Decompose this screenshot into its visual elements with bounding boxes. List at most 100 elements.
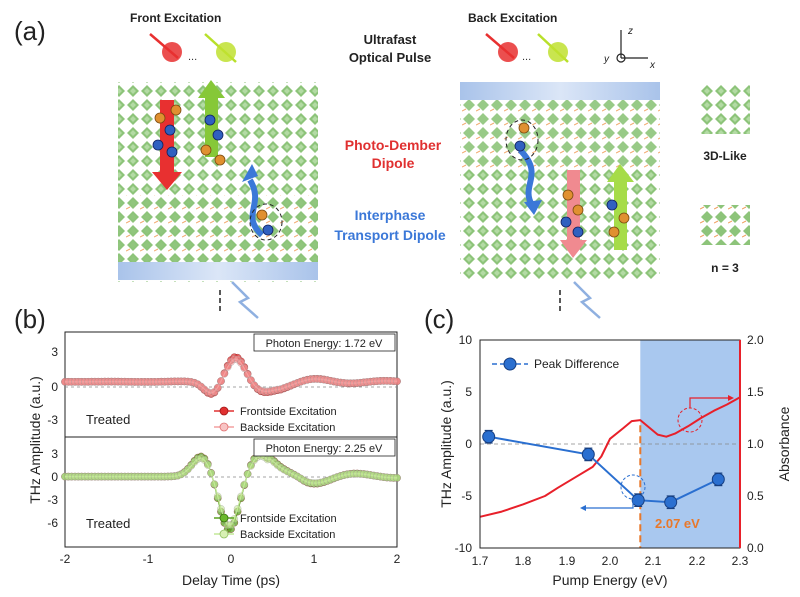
data-point [217,377,225,386]
data-point [393,377,401,386]
back-transport-arrow [517,147,535,207]
chart-c-pointer-arrow [586,499,634,509]
tick-label: 3 [51,447,58,461]
legend-label: Frontside Excitation [240,406,337,418]
tick-label: -2 [60,552,71,566]
front-n3-layer [118,195,318,265]
legend-label: Frontside Excitation [240,513,337,525]
green-pulse-icon [548,42,568,62]
front-transport-arrow [247,178,265,238]
data-point [393,473,401,482]
optical-pulse-label: Optical Pulse [349,50,431,65]
legend-n3-label: n = 3 [711,261,739,275]
chart-b-top-legend: Frontside Excitation Backside Excitation [214,406,337,434]
ultrafast-label: Ultrafast [364,32,417,47]
tick-label: 0.0 [747,541,764,555]
tick-label: 1.5 [747,385,764,399]
chart-c-pointer-arrowhead [728,395,734,401]
tick-label: 0 [51,470,58,484]
data-point [213,492,222,501]
panel-c-label: (c) [424,304,454,334]
back-carrier-ellipse [505,119,539,161]
tick-label: 2.0 [747,333,764,347]
front-thz-emission-icon [231,281,259,319]
tick-label: 1.7 [472,554,489,568]
chart-c-y2label: Absorbance [776,406,792,481]
tick-label: 0.5 [747,489,764,503]
back-film [460,82,660,319]
tick-label: 10 [459,333,473,347]
legend-marker [219,529,229,539]
data-point [631,493,645,507]
chart-b-bottom-title: Photon Energy: 2.25 eV [266,443,383,455]
front-carrier-ellipse [249,203,283,241]
data-point [217,505,225,513]
chart-c-ylabel: THz Amplitude (a.u.) [438,380,454,508]
data-point [233,504,242,513]
dipole-label: Dipole [372,155,415,171]
chart-b-bottom-legend: Frontside Excitation Backside Excitation [214,513,337,541]
back-pulses: ... [485,33,569,63]
front-excitation-title: Front Excitation [130,11,221,25]
tick-label: 0 [465,437,472,451]
tick-label: 2.0 [602,554,619,568]
tick-label: 3 [51,345,58,359]
data-point [230,515,239,523]
panel-c: (c) 10 5 0 -5 -10 2.0 1.5 1.0 0.5 0.0 1.… [424,304,792,588]
data-point [581,447,595,461]
chart-c-annotation: 2.07 eV [655,516,700,531]
chart-c-series [479,396,741,548]
front-green-dipole-arrow [205,95,218,157]
back-n3-layer [460,100,660,170]
series-backside-excitation [61,452,401,529]
back-red-arrowhead [560,240,587,258]
back-substrate [460,82,660,100]
tick-label: 0 [228,552,235,566]
data-point [237,492,245,501]
tick-label: -6 [47,516,58,530]
tick-label: -10 [455,541,473,555]
front-substrate [118,262,318,280]
data-point [240,364,249,373]
legend-marker [219,406,229,416]
tick-label: 2.2 [689,554,706,568]
legend-label: Backside Excitation [240,529,335,541]
tick-label: 2 [394,552,401,566]
axis-x-label: x [649,60,656,71]
series-line [65,455,397,526]
chart-b-top-note: Treated [86,412,130,427]
tick-label: 1.8 [515,554,532,568]
series-backside-excitation [61,355,401,397]
data-point [220,369,229,378]
panel-b-label: (b) [14,304,46,334]
data-point [243,470,252,478]
front-film [118,80,318,319]
tick-label: 1.9 [559,554,576,568]
front-carriers [152,104,274,236]
coordinate-axes [616,30,648,63]
front-red-arrowhead [152,172,182,190]
chart-b-ylabel: THz Amplitude (a.u.) [27,376,43,504]
data-point [203,461,212,469]
legend-3d-like-label: 3D-Like [703,149,747,163]
data-point [227,521,235,529]
tick-label: -5 [461,489,472,503]
chart-c-pointer-arrow [689,397,728,408]
legend-marker [503,357,517,371]
data-point [711,472,725,486]
photo-dember-label: Photo-Dember [345,137,442,153]
panel-a: (a) Front Excitation Back Excitation Ult… [14,11,750,319]
legend-label: Peak Difference [534,357,619,371]
chart-b-top-title: Photon Energy: 1.72 eV [266,338,383,350]
data-point [247,462,255,470]
chart-c-xlabel: Pump Energy (eV) [552,572,667,588]
data-point [240,480,249,489]
chart-c-pointer-arrowhead [580,505,586,511]
data-point [210,480,219,488]
data-point [213,383,222,392]
legend-marker [219,422,229,432]
tick-label: 2.1 [645,554,662,568]
chart-b-top-series [61,353,401,398]
red-pulse-icon [162,42,182,62]
